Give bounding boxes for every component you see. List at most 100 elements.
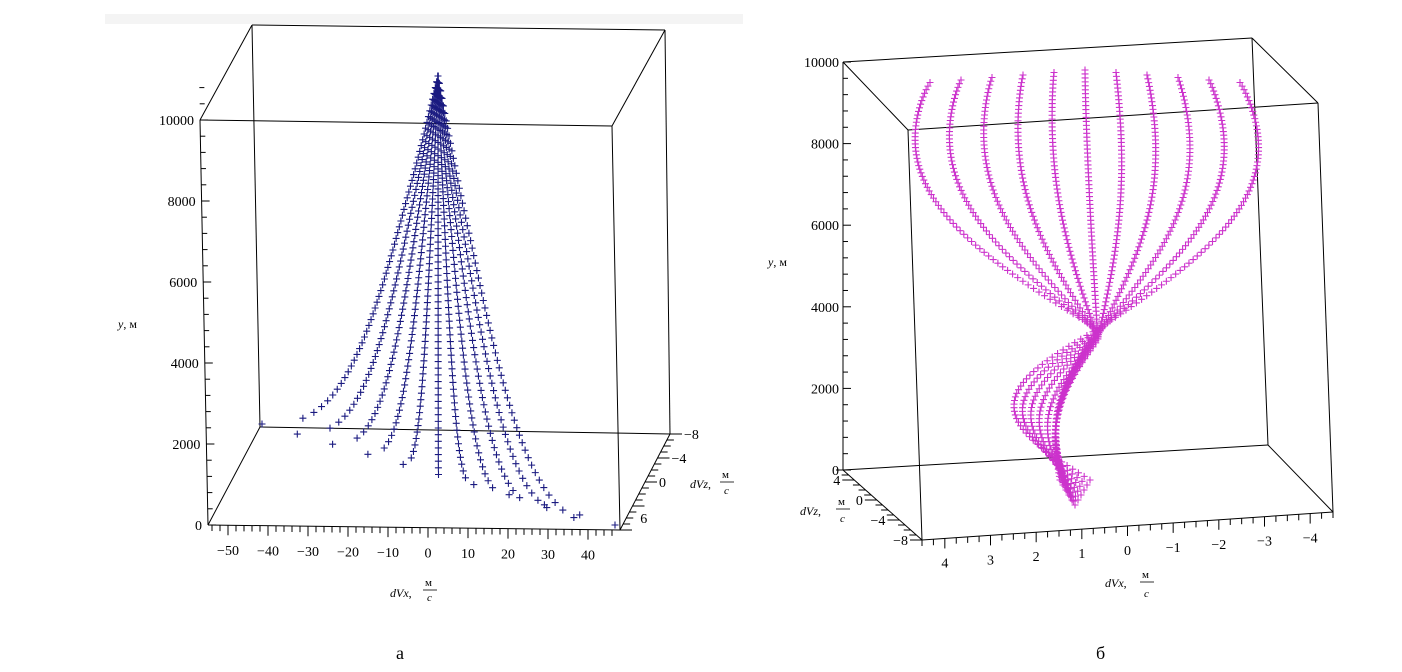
panel-b-marker [1225,219,1233,227]
panel-a-marker [337,379,345,387]
panel-b-marker [1110,300,1118,308]
panel-a-marker [434,198,442,206]
panel-a-marker [461,365,469,373]
svg-text:dVx,: dVx, [1105,576,1127,590]
panel-b-marker [964,234,972,242]
panel-a-marker [341,412,349,420]
panel-b-marker [1172,253,1180,261]
panel-b-marker [1074,300,1082,308]
panel-b-marker [987,77,995,85]
panel-b-marker [921,89,929,97]
panel-b-marker [925,187,933,195]
panel-a-marker [438,167,446,175]
panel-a-marker [467,329,475,337]
panel-b-marker [1078,308,1086,316]
panel-a-x-tick-label: 20 [501,548,515,563]
panel-b-marker [943,212,951,220]
panel-b-marker [1002,249,1010,257]
panel-b-marker [1076,304,1084,312]
panel-a-marker [425,260,433,268]
panel-b-marker [1183,107,1191,115]
panel-a-marker [410,318,418,326]
panel-a-marker [415,415,423,423]
panel-a-marker [441,109,449,117]
panel-b-z-label: dVz, м c [800,496,850,525]
panel-b-marker [1038,235,1046,243]
panel-b-y-tick-label: 10000 [804,56,839,71]
panel-b-marker [924,82,932,90]
panel-b-marker [1164,231,1172,239]
panel-a-marker [434,158,442,166]
panel-b-marker [1017,264,1025,272]
panel-b-marker [954,83,962,91]
panel-b-marker [1026,371,1034,379]
panel-a-marker [391,240,399,248]
panel-a-marker [394,229,402,237]
panel-a-marker [485,365,493,373]
panel-b-marker [1142,269,1150,276]
panel-a-marker [512,460,520,468]
panel-a-marker [407,256,415,264]
panel-b-marker [1038,399,1046,407]
panel-a-marker [384,311,392,319]
svg-text:c: c [1144,588,1149,600]
panel-b-marker [1250,172,1258,180]
panel-a-marker [463,248,471,256]
panel-a-marker [434,417,442,425]
panel-b-marker [1083,481,1091,489]
panel-b-marker [1245,187,1253,195]
panel-a-marker [434,464,442,472]
panel-a-z-axis: −8 −4 0 6 [620,428,699,531]
panel-b-marker [1124,270,1132,278]
panel-b-marker [1182,242,1190,250]
panel-b-marker [1063,361,1071,369]
panel-a-marker [476,321,484,329]
panel-b-x-label: dVx, м c [1105,569,1154,600]
panel-a-marker [387,252,395,260]
panel-a-marker [446,324,454,332]
panel-a-marker [448,372,456,380]
panel-a-marker [434,72,442,80]
panel-b-marker [1106,317,1114,325]
panel-a-marker [449,378,457,386]
panel-a-marker [442,170,450,178]
panel-b-marker [1235,205,1243,213]
panel-b-marker [947,109,955,117]
panel-a-marker [365,321,373,329]
panel-b-marker [1064,240,1072,247]
panel-a-marker [408,250,416,258]
panel-a-marker [425,173,433,181]
panel-b-marker [1030,378,1038,386]
panel-a-marker [460,358,468,366]
panel-b-marker [1056,476,1064,484]
panel-b-marker [1158,242,1166,250]
panel-a-marker [442,117,450,125]
panel-b-marker [1095,324,1103,332]
panel-a-marker [506,445,514,453]
panel-b-marker [1068,496,1076,504]
panel-a-marker [434,344,442,352]
panel-b-marker [1057,393,1065,401]
panel-b-marker [1199,216,1207,224]
panel-a-x-tick-label: −50 [217,544,239,559]
panel-a-marker [365,370,373,378]
panel-b-marker [1037,430,1045,438]
panel-a-marker [434,304,442,312]
panel-b-marker [1112,296,1120,304]
panel-b-marker [1144,212,1152,220]
panel-b-marker [1046,290,1054,298]
panel-a-marker [450,392,458,400]
panel-b-marker [989,186,997,194]
panel-a-marker [461,474,469,482]
panel-a-marker [501,472,509,480]
panel-b-marker [985,85,993,93]
panel-a-marker [484,319,492,327]
panel-a-marker [399,305,407,313]
panel-b-marker [1058,359,1066,366]
panel-b-marker [980,223,988,231]
panel-a-x-tick-label: 0 [425,547,432,562]
panel-b-marker [1006,253,1013,261]
panel-b-marker [1019,277,1027,285]
panel-a-marker [611,521,619,529]
panel-a-marker [497,371,505,379]
